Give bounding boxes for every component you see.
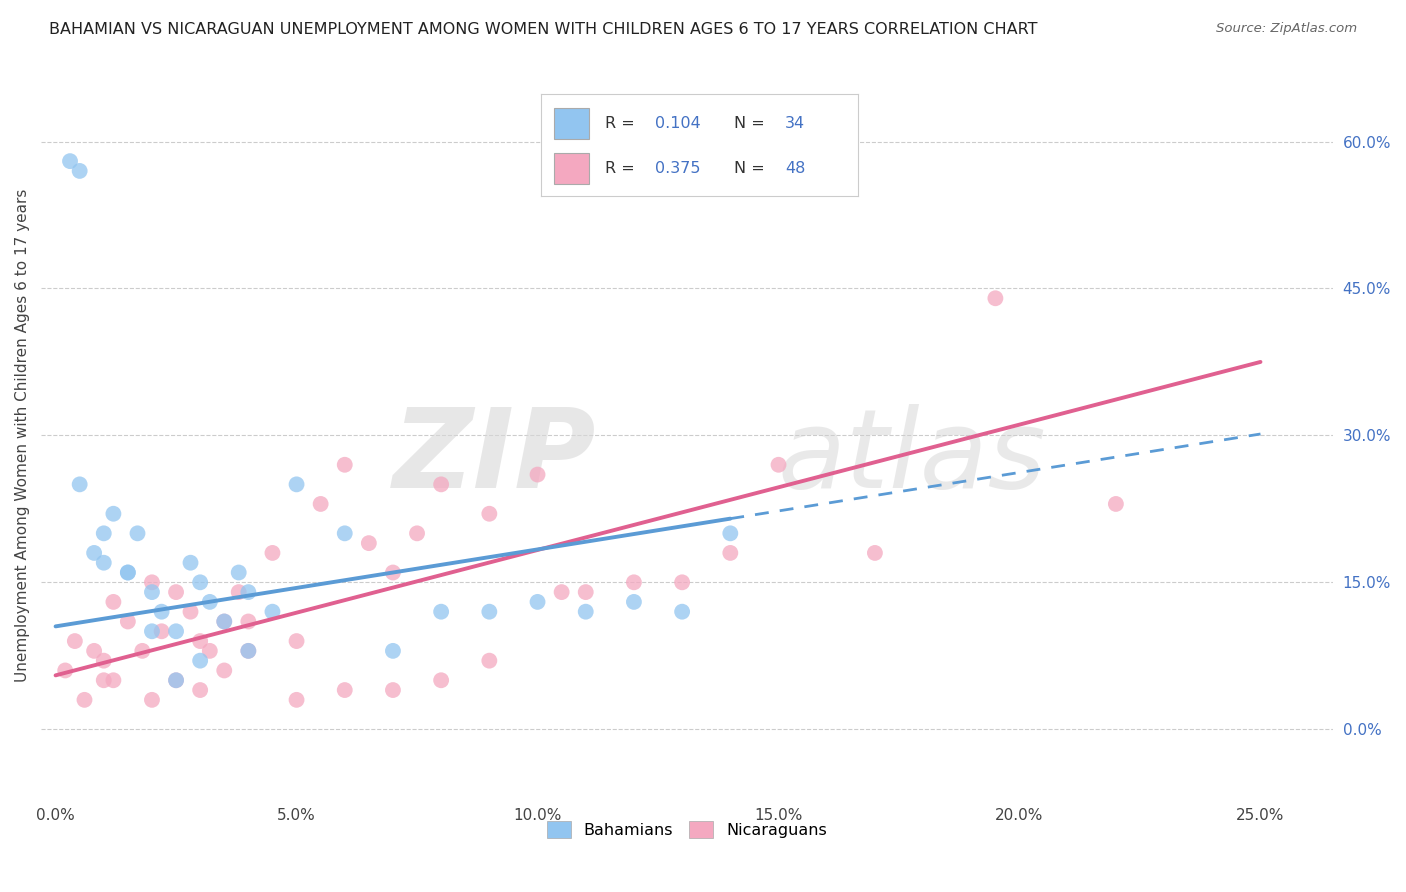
Point <box>165 673 187 688</box>
Text: BAHAMIAN VS NICARAGUAN UNEMPLOYMENT AMONG WOMEN WITH CHILDREN AGES 6 TO 17 YEARS: BAHAMIAN VS NICARAGUAN UNEMPLOYMENT AMON… <box>49 22 1038 37</box>
Point <box>430 673 453 688</box>
Point <box>238 644 260 658</box>
Point <box>238 585 260 599</box>
Point <box>430 477 453 491</box>
Point <box>1105 497 1128 511</box>
Point <box>406 526 429 541</box>
Point <box>93 654 115 668</box>
Point <box>83 546 105 560</box>
Text: 0.375: 0.375 <box>655 161 700 176</box>
Point <box>93 673 115 688</box>
Point <box>141 575 163 590</box>
Point <box>575 585 598 599</box>
Point <box>381 566 404 580</box>
Point <box>430 605 453 619</box>
Point <box>165 673 187 688</box>
Point <box>117 566 139 580</box>
Point <box>381 644 404 658</box>
Point <box>127 526 149 541</box>
Point <box>180 605 202 619</box>
Point <box>188 575 211 590</box>
Point <box>150 605 173 619</box>
Point <box>623 575 645 590</box>
Point <box>285 477 308 491</box>
Point <box>478 654 501 668</box>
Point <box>93 556 115 570</box>
Text: R =: R = <box>605 116 640 131</box>
Point <box>103 507 125 521</box>
Point <box>103 595 125 609</box>
Text: 0.104: 0.104 <box>655 116 702 131</box>
Text: R =: R = <box>605 161 640 176</box>
Point <box>141 624 163 639</box>
Point <box>333 526 356 541</box>
Point <box>333 458 356 472</box>
Point <box>238 644 260 658</box>
Text: 48: 48 <box>785 161 806 176</box>
Point <box>180 556 202 570</box>
Point <box>333 683 356 698</box>
Point <box>188 634 211 648</box>
Point <box>59 154 82 169</box>
Point <box>228 566 250 580</box>
Point <box>285 693 308 707</box>
Point <box>165 585 187 599</box>
Point <box>117 615 139 629</box>
Legend: Bahamians, Nicaraguans: Bahamians, Nicaraguans <box>541 814 834 844</box>
Point <box>526 467 548 482</box>
Point <box>984 291 1007 305</box>
Point <box>141 585 163 599</box>
Point <box>165 624 187 639</box>
Text: N =: N = <box>734 116 770 131</box>
Point <box>228 585 250 599</box>
FancyBboxPatch shape <box>554 108 589 139</box>
Point <box>381 683 404 698</box>
Point <box>262 546 284 560</box>
Point <box>478 605 501 619</box>
Point <box>357 536 380 550</box>
Point <box>238 615 260 629</box>
Point <box>718 526 741 541</box>
Point <box>73 693 96 707</box>
Point <box>768 458 790 472</box>
Y-axis label: Unemployment Among Women with Children Ages 6 to 17 years: Unemployment Among Women with Children A… <box>15 189 30 682</box>
Point <box>214 615 236 629</box>
Point <box>671 575 693 590</box>
Point <box>285 634 308 648</box>
Point <box>141 693 163 707</box>
Point <box>198 595 221 609</box>
Point <box>131 644 153 658</box>
Text: N =: N = <box>734 161 770 176</box>
Point <box>718 546 741 560</box>
Point <box>69 477 91 491</box>
Point <box>93 526 115 541</box>
Point <box>63 634 86 648</box>
Point <box>309 497 332 511</box>
Point <box>863 546 886 560</box>
Point <box>623 595 645 609</box>
Point <box>188 683 211 698</box>
Point <box>198 644 221 658</box>
FancyBboxPatch shape <box>554 153 589 184</box>
Point <box>214 664 236 678</box>
Point <box>262 605 284 619</box>
Point <box>117 566 139 580</box>
Point <box>69 164 91 178</box>
Point <box>53 664 76 678</box>
Text: ZIP: ZIP <box>394 404 596 510</box>
Point <box>214 615 236 629</box>
Point <box>188 654 211 668</box>
Point <box>478 507 501 521</box>
Point <box>103 673 125 688</box>
Point <box>150 624 173 639</box>
Point <box>83 644 105 658</box>
Text: Source: ZipAtlas.com: Source: ZipAtlas.com <box>1216 22 1357 36</box>
Point <box>575 605 598 619</box>
Point <box>550 585 572 599</box>
Point <box>671 605 693 619</box>
Text: 34: 34 <box>785 116 806 131</box>
Point <box>526 595 548 609</box>
Text: atlas: atlas <box>778 404 1046 510</box>
